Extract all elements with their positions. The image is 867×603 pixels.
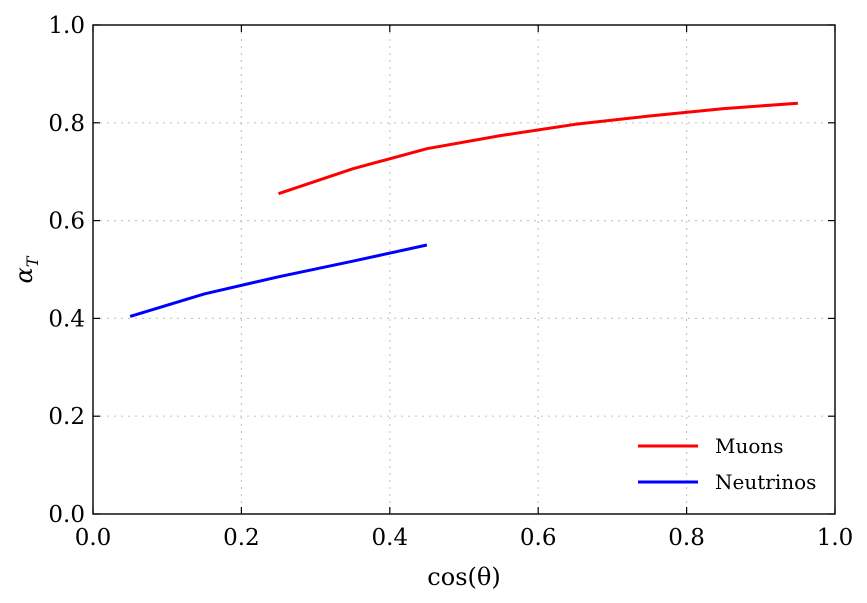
tick-label-layer: 0.0 0.2 0.4 0.6 0.8 1.0 0.0 0.2 0.4 0.6 0.8 1.0: [48, 13, 853, 551]
legend-label-muons: Muons: [715, 434, 784, 458]
y-tick-label: 1.0: [48, 13, 85, 39]
series-line-muons: [278, 101, 799, 196]
x-tick-label: 0.4: [372, 525, 409, 551]
y-tick-label: 0.8: [48, 111, 85, 137]
x-tick-label: 0.0: [75, 525, 112, 551]
series-layer: [129, 101, 799, 318]
legend: Muons Neutrinos: [638, 434, 816, 494]
tick-layer: [92, 24, 836, 515]
x-tick-label: 0.6: [520, 525, 557, 551]
y-axis-label-sub: T: [23, 255, 42, 267]
y-axis-label-main: α: [10, 267, 38, 283]
x-tick-label: 0.2: [223, 525, 260, 551]
y-tick-label: 0.4: [48, 306, 85, 332]
y-tick-label: 0.0: [48, 502, 85, 528]
x-axis-label: cos(θ): [427, 563, 500, 591]
y-tick-label: 0.6: [48, 209, 85, 235]
plot-frame: [92, 24, 836, 515]
y-tick-label: 0.2: [48, 404, 85, 430]
y-axis-label: αT: [10, 255, 42, 283]
x-tick-label: 1.0: [817, 525, 854, 551]
x-tick-label: 0.8: [668, 525, 705, 551]
grid-layer: [93, 25, 835, 514]
series-line-neutrinos: [129, 243, 428, 318]
legend-label-neutrinos: Neutrinos: [715, 470, 816, 494]
